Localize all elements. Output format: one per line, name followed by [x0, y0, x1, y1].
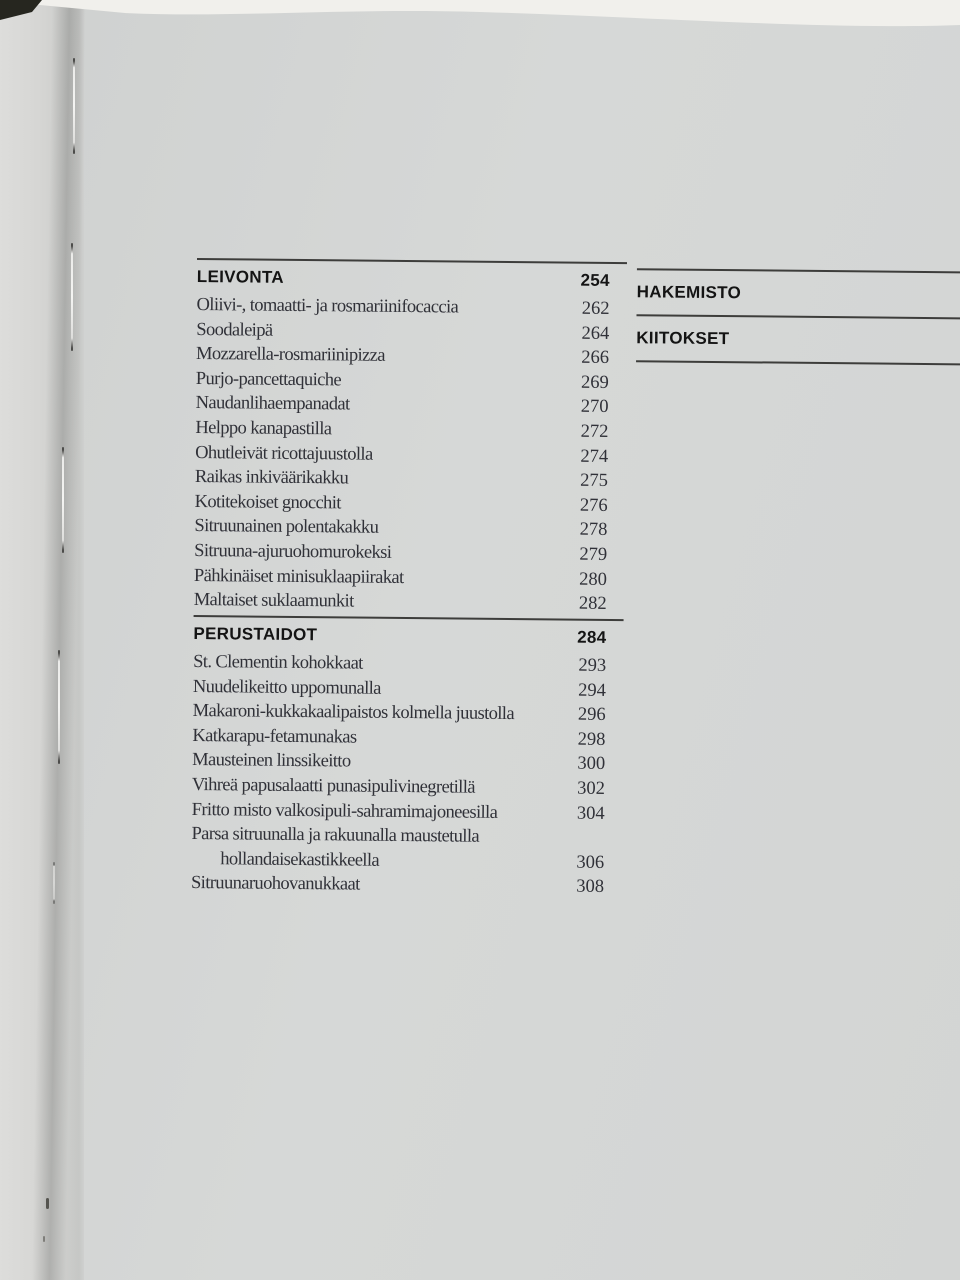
toc-item-page: 280: [579, 569, 608, 590]
toc-item-label: Fritto misto valkosipuli-sahramimajonees…: [191, 799, 498, 823]
toc-item-label: Kotitekoiset gnocchit: [194, 491, 341, 514]
section-title: HAKEMISTO: [636, 282, 742, 303]
section-header: LEIVONTA 254: [197, 267, 627, 297]
binding-stitch: [53, 862, 55, 904]
toc-item-label: St. Clementin kohokkaat: [193, 651, 363, 674]
binding-stitch: [71, 243, 73, 351]
toc-item-label: Mausteinen linssikeitto: [192, 750, 351, 772]
toc-left-column: LEIVONTA 254 Oliivi-, tomaatti- ja rosmari…: [191, 258, 627, 897]
binding-stitch: [58, 650, 60, 764]
toc-item-label: Vihreä papusalaatti punasipulivinegretil…: [191, 774, 475, 798]
page-top-edge: [0, 0, 960, 27]
toc-item-page: 304: [576, 803, 605, 824]
toc-item-page: 274: [580, 446, 609, 467]
toc-item-page: 293: [578, 655, 607, 676]
section-title: KIITOKSET: [636, 328, 730, 349]
section-title: LEIVONTA: [196, 266, 285, 287]
toc-item-page: 275: [580, 470, 608, 492]
toc-item-label: Ohutleivät ricottajuustolla: [195, 442, 373, 465]
toc-item-page: 266: [581, 347, 610, 369]
section-title: PERUSTAIDOT: [193, 623, 318, 645]
toc-item-label: Makaroni-kukkakaalipaistos kolmella juus…: [192, 701, 515, 725]
toc-item-label: Oliivi-, tomaatti- ja rosmariinifocaccia: [196, 294, 459, 318]
binding-stitch: [46, 1198, 49, 1209]
toc-item-page: 282: [578, 593, 607, 615]
toc-item-label: Katkarapu-fetamunakas: [192, 725, 357, 748]
toc-item-label: Sitruunainen polentakakku: [194, 516, 379, 539]
toc-item: Sitruunaruohovanukkaat 308: [191, 871, 621, 900]
toc-item-label: Sitruuna-ajuruohomurokeksi: [194, 540, 392, 563]
section-header: KIITOKSET: [636, 316, 960, 363]
section-page-number: 254: [580, 270, 610, 290]
toc-item-label: Maltaiset suklaamunkit: [193, 590, 354, 612]
toc-section: PERUSTAIDOT 284 St. Clementin kohokkaat 293…: [191, 614, 624, 900]
toc-section: LEIVONTA 254 Oliivi-, tomaatti- ja rosmari…: [194, 258, 627, 617]
toc-item-label: hollandaisekastikkeella: [220, 849, 380, 871]
toc-item-page: 308: [576, 877, 605, 898]
binding-stitch: [43, 1236, 45, 1242]
toc-item-label: Mozzarella-rosmariinipizza: [195, 344, 386, 366]
toc-item-page: 302: [577, 778, 606, 799]
section-header: PERUSTAIDOT 284: [193, 624, 623, 654]
toc-item-label: Parsa sitruunalla ja rakuunalla maustetu…: [191, 824, 480, 847]
binding-stitch: [73, 58, 75, 154]
toc-item-page: 298: [577, 729, 606, 750]
toc-item-label: Sitruunaruohovanukkaat: [190, 873, 360, 895]
toc-item-page: 262: [581, 298, 610, 319]
toc-item-page: 294: [578, 680, 606, 701]
toc-item-page: 272: [580, 421, 609, 442]
toc-item: Maltaiset suklaamunkit 282: [194, 588, 624, 617]
toc-item-label: Nuudelikeitto uppomunalla: [192, 676, 381, 699]
toc-item-page: 279: [579, 544, 608, 565]
toc-item-page: 269: [580, 372, 609, 393]
section-page-number: 284: [577, 627, 607, 647]
toc-item-label: Soodaleipä: [196, 319, 273, 341]
toc-item-page: 276: [579, 495, 608, 516]
toc-item-page: 306: [576, 852, 605, 873]
toc-item-label: Pähkinäiset minisuklaapiirakat: [193, 565, 404, 588]
toc-item-label: Helppo kanapastilla: [195, 417, 332, 440]
left-page-stack: [0, 0, 84, 1280]
toc-item-page: 296: [577, 704, 606, 726]
toc-item-label: Raikas inkiväärikakku: [194, 467, 349, 489]
toc-item-page: 264: [581, 323, 610, 344]
toc-right-column: HAKEMISTO KIITOKSET: [636, 268, 960, 366]
toc-item-page: 270: [580, 397, 609, 418]
toc-item-page: 300: [577, 754, 606, 775]
toc-item-label: Purjo-pancettaquiche: [195, 368, 342, 391]
binding-stitch: [62, 447, 64, 553]
section-header: HAKEMISTO: [636, 270, 960, 317]
toc-item-page: 278: [579, 520, 608, 541]
toc-item-label: Naudanlihaempanadat: [195, 393, 350, 415]
section-divider: [197, 258, 627, 265]
